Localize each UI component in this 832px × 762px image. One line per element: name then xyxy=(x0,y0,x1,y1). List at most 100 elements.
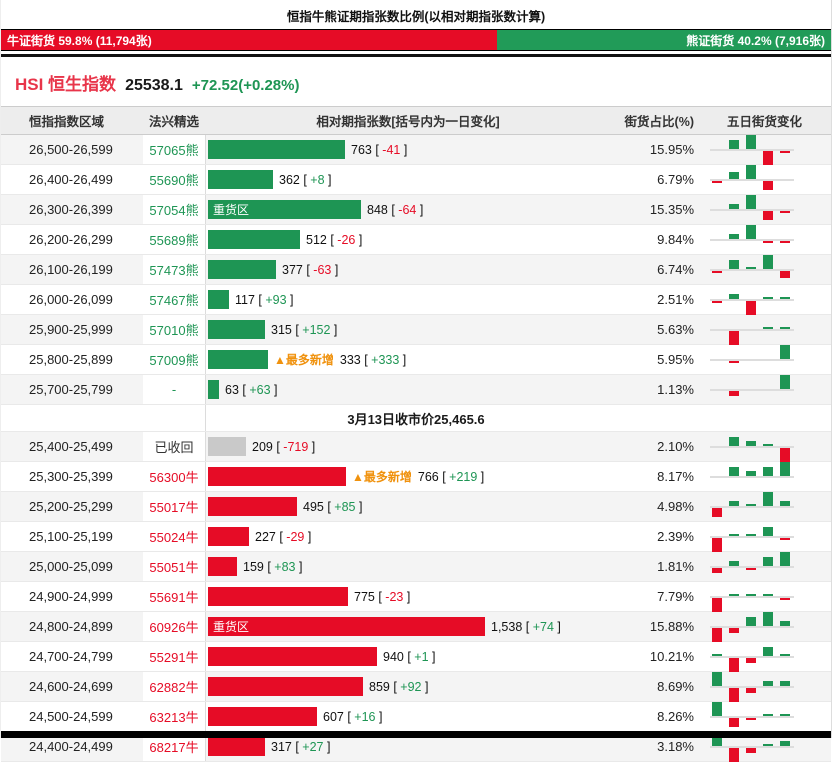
bracket-close: ] xyxy=(553,619,561,634)
five-day-cell xyxy=(698,194,831,224)
spark-bar xyxy=(729,330,739,345)
value-number: 1,538 xyxy=(491,619,523,634)
bar-value: 315 [ +152 ] xyxy=(271,323,337,337)
bar-value: 1,538 [ +74 ] xyxy=(491,620,561,634)
volume-bar xyxy=(208,230,300,249)
volume-bar xyxy=(208,467,346,486)
spark-bar xyxy=(780,500,790,506)
bar-cell: 940 [ +1 ] xyxy=(205,642,611,671)
bracket-close: ] xyxy=(355,499,363,514)
street-pct: 9.84% xyxy=(657,232,694,247)
bar-cell: 859 [ +92 ] xyxy=(205,672,611,701)
index-range: 25,900-25,999 xyxy=(29,322,113,337)
spark-bar xyxy=(729,593,739,596)
sg-code: 57010熊 xyxy=(143,315,205,344)
bracket-close: ] xyxy=(477,469,485,484)
spark-bar xyxy=(729,466,739,476)
five-day-sparkline xyxy=(710,523,794,552)
spark-bar xyxy=(763,240,773,243)
spark-bar xyxy=(746,164,756,179)
sparkline-baseline xyxy=(710,505,794,508)
bracket-open: [ xyxy=(343,709,355,724)
spark-bar xyxy=(763,150,773,165)
volume-bar xyxy=(208,437,246,456)
bar-cell: 512 [ -26 ] xyxy=(205,225,611,254)
value-number: 859 xyxy=(369,679,390,694)
spark-bar xyxy=(729,657,739,672)
bracket-close: ] xyxy=(355,232,363,247)
bar-value: 495 [ +85 ] xyxy=(303,500,362,514)
street-pct: 3.18% xyxy=(657,739,694,754)
bar-value: 859 [ +92 ] xyxy=(369,680,428,694)
spark-bar xyxy=(763,713,773,716)
sparkline-baseline xyxy=(710,388,794,391)
close-price-divider: 3月13日收市价25,465.6 xyxy=(1,405,831,432)
value-number: 317 xyxy=(271,739,292,754)
five-day-sparkline xyxy=(710,583,794,612)
spark-bar xyxy=(780,740,790,746)
day-change: +92 xyxy=(400,679,422,694)
index-range: 24,400-24,499 xyxy=(29,739,113,754)
spark-bar xyxy=(780,680,790,686)
spark-bar xyxy=(746,593,756,596)
value-number: 362 xyxy=(279,172,300,187)
spark-bar xyxy=(746,616,756,626)
day-change: +333 xyxy=(371,352,400,367)
value-number: 117 xyxy=(235,292,255,307)
spark-bar xyxy=(780,344,790,359)
spark-bar xyxy=(729,203,739,209)
five-day-sparkline xyxy=(710,671,794,702)
table-row: 25,800-25,899 57009熊 ▲最多新增 333 [ +333 ] 5.95… xyxy=(1,344,831,375)
spark-bar xyxy=(712,701,722,716)
heavy-zone-label: 重货区 xyxy=(213,620,250,634)
day-change: +1 xyxy=(414,649,429,664)
five-day-sparkline xyxy=(710,194,794,224)
five-day-sparkline xyxy=(710,461,794,491)
bracket-open: [ xyxy=(323,499,335,514)
spark-bar xyxy=(746,194,756,209)
five-day-sparkline xyxy=(710,164,794,194)
index-range: 25,200-25,299 xyxy=(29,499,113,514)
close-price-text: 3月13日收市价25,465.6 xyxy=(347,411,485,427)
table-row: 24,800-24,899 60926牛 重货区 1,538 [ +74 ] 15.88… xyxy=(1,611,831,642)
spark-bar xyxy=(780,240,790,243)
five-day-cell xyxy=(698,344,831,374)
bar-cell: 159 [ +83 ] xyxy=(205,552,611,581)
spark-bar xyxy=(729,233,739,239)
volume-bar xyxy=(208,587,348,606)
spark-bar xyxy=(746,533,756,536)
value-number: 766 xyxy=(417,469,439,484)
bar-cell: 775 [ -23 ] xyxy=(205,582,611,611)
street-pct: 4.98% xyxy=(657,499,694,514)
spark-bar xyxy=(746,300,756,315)
bull-ratio-segment: 牛证街货 59.8% (11,794张) xyxy=(1,30,498,50)
bracket-close: ] xyxy=(428,649,436,664)
index-range: 25,800-25,899 xyxy=(29,352,113,367)
bar-value: 512 [ -26 ] xyxy=(306,233,362,247)
volume-bar: 重货区 xyxy=(208,200,361,219)
bar-cell: 227 [ -29 ] xyxy=(205,522,611,551)
bracket-close: ] xyxy=(375,709,383,724)
table-row: 26,400-26,499 55690熊 362 [ +8 ] 6.79% xyxy=(1,164,831,195)
table-row: 24,500-24,599 63213牛 607 [ +16 ] 8.26% xyxy=(1,701,831,732)
sparkline-baseline xyxy=(710,535,794,538)
bar-value: 317 [ +27 ] xyxy=(271,740,330,754)
spark-bar xyxy=(729,390,739,396)
spark-bar xyxy=(746,266,756,269)
value-number: 512 xyxy=(306,232,327,247)
sg-code: 57009熊 xyxy=(143,345,205,374)
day-change: +152 xyxy=(302,322,331,337)
spark-bar xyxy=(712,597,722,612)
spark-bar xyxy=(763,443,773,446)
spark-bar xyxy=(763,296,773,299)
five-day-sparkline xyxy=(710,224,794,254)
bracket-open: [ xyxy=(326,232,338,247)
sparkline-baseline xyxy=(710,178,794,181)
table-body: 26,500-26,599 57065熊 763 [ -41 ] 15.95% 26,4… xyxy=(1,134,831,762)
street-pct: 8.17% xyxy=(657,469,694,484)
day-change: -63 xyxy=(313,262,332,277)
bracket-close: ] xyxy=(403,589,411,604)
spark-bar xyxy=(729,687,739,702)
index-range: 24,700-24,799 xyxy=(29,649,113,664)
day-change: +74 xyxy=(532,619,554,634)
